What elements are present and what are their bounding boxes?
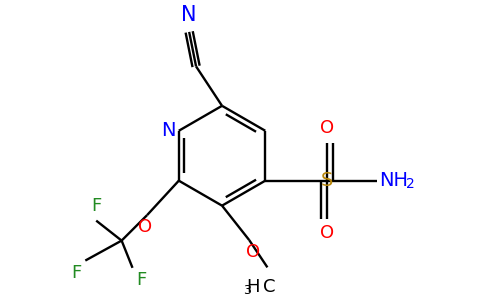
Text: N: N: [182, 4, 197, 25]
Text: O: O: [320, 224, 334, 242]
Text: F: F: [91, 197, 101, 215]
Text: O: O: [246, 243, 260, 261]
Text: F: F: [72, 264, 82, 282]
Text: C: C: [263, 278, 275, 296]
Text: 2: 2: [406, 177, 415, 191]
Text: 3: 3: [243, 284, 251, 297]
Text: O: O: [320, 119, 334, 137]
Text: F: F: [136, 272, 146, 290]
Text: H: H: [247, 278, 260, 296]
Text: S: S: [321, 171, 333, 190]
Text: N: N: [161, 121, 175, 140]
Text: O: O: [138, 218, 152, 236]
Text: NH: NH: [378, 171, 408, 190]
